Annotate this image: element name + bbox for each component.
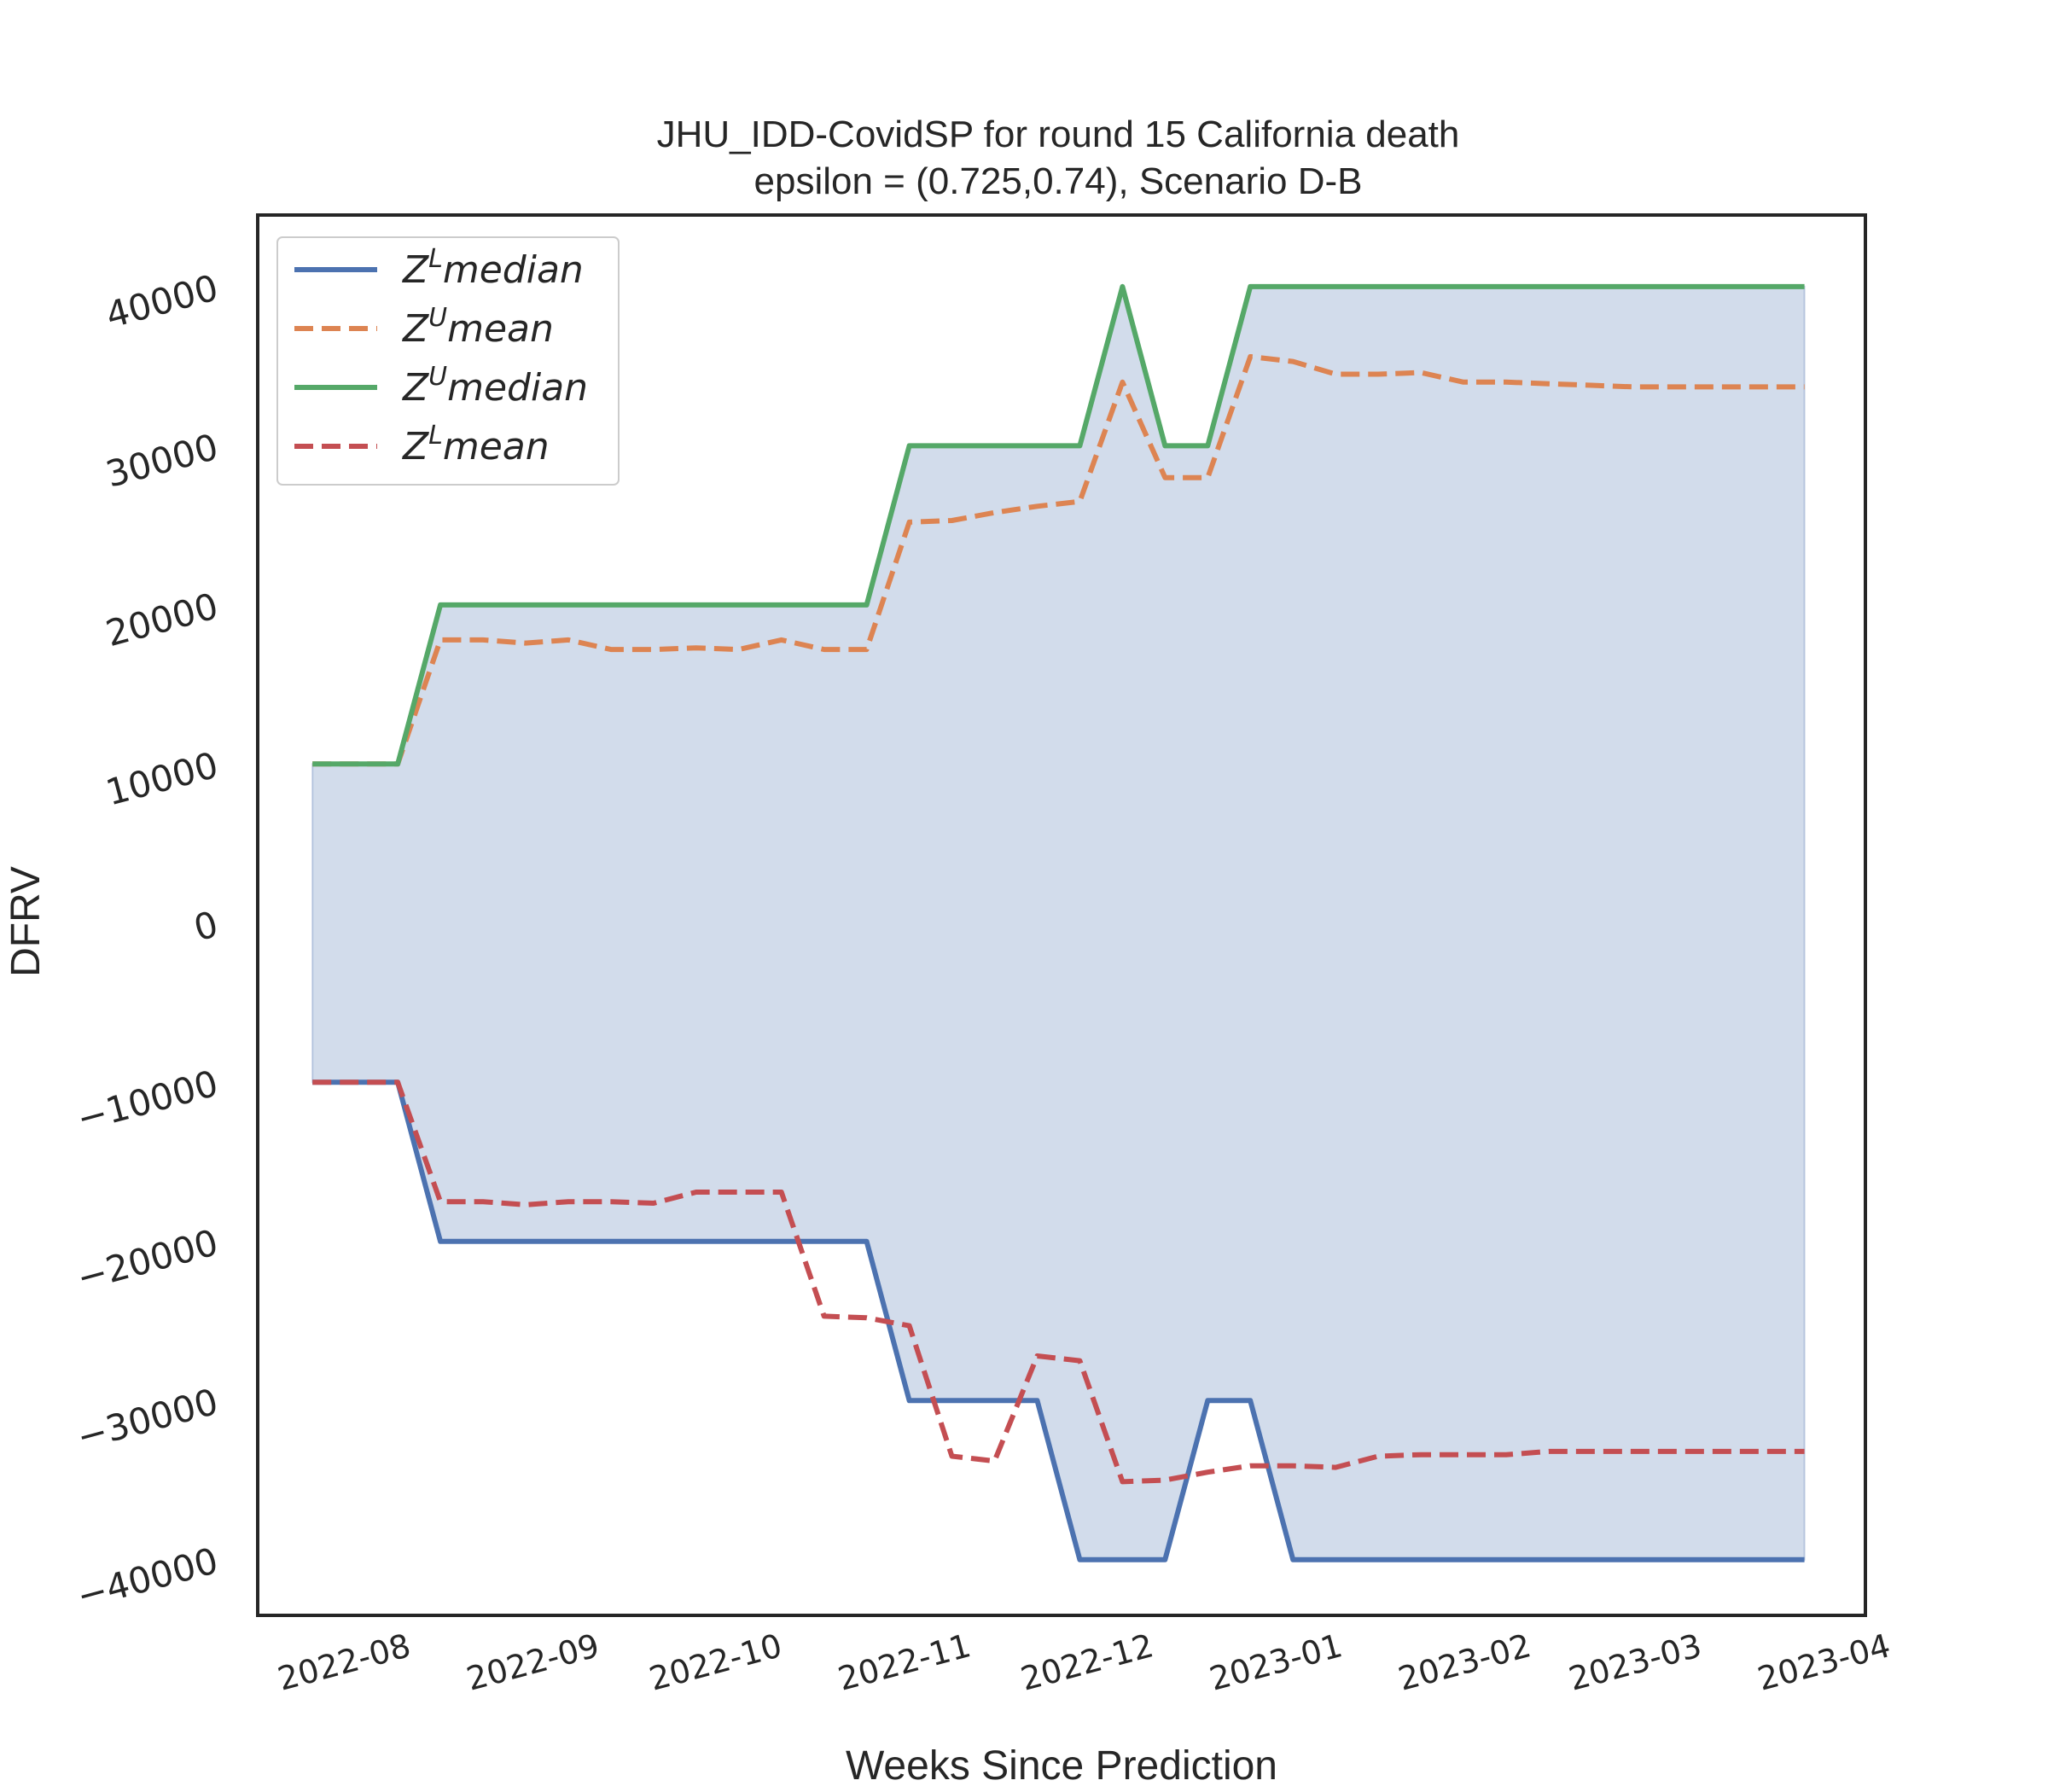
legend-label: ZLmedian (402, 244, 584, 292)
series-line-4 (312, 1079, 1805, 1485)
legend-label: ZLmean (402, 421, 550, 468)
plot-area (311, 283, 1806, 1562)
series-line-2 (312, 354, 1805, 767)
series-line-1 (312, 1079, 1805, 1562)
series-line-3 (312, 283, 1805, 767)
y-axis-label: DFRV (3, 866, 49, 977)
legend-label: ZUmean (402, 303, 554, 351)
chart-title: JHU_IDD-CovidSP for round 15 California … (657, 113, 1460, 155)
plot-frame (256, 213, 1867, 1617)
legend: ZLmedian ZUmean ZUmedian ZLmean (276, 236, 620, 486)
legend-label: ZUmedian (402, 362, 588, 410)
chart-subtitle: epsilon = (0.725,0.74), Scenario D-B (754, 160, 1363, 202)
x-axis-label: Weeks Since Prediction (846, 1743, 1277, 1789)
legend-box (276, 236, 620, 486)
